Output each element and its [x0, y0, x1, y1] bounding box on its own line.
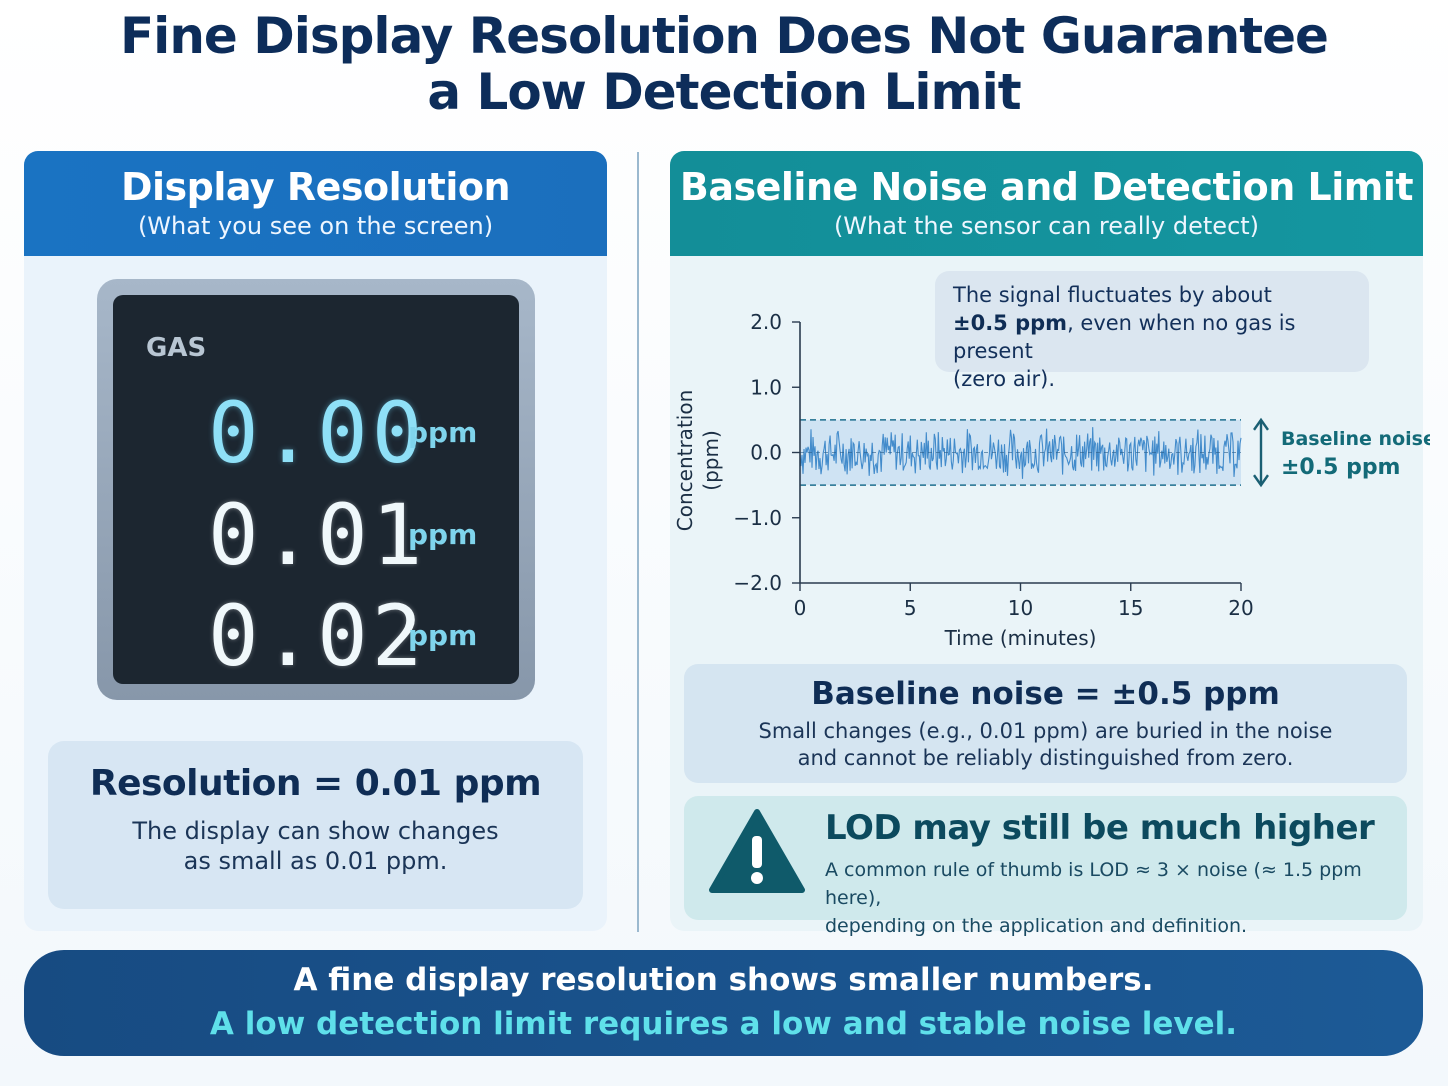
callout-line-2: ±0.5 ppm, even when no gas is present [953, 309, 1351, 365]
reading-value: 0.01 [208, 486, 427, 584]
lod-heading: LOD may still be much higher [825, 808, 1375, 848]
y-tick-label: 2.0 [750, 310, 782, 334]
warning-icon [709, 809, 805, 893]
callout-bold: ±0.5 ppm [953, 311, 1068, 335]
y-tick-label: 0.0 [750, 441, 782, 465]
noise-annotation-line-2: ±0.5 ppm [1281, 455, 1401, 480]
noise-heading: Baseline noise = ±0.5 ppm [811, 676, 1280, 712]
y-tick-label: −2.0 [733, 571, 782, 595]
x-tick-label: 0 [794, 596, 807, 620]
callout-line-3: (zero air). [953, 367, 1056, 391]
reading-unit: ppm [408, 416, 478, 449]
noise-arrow-head-down [1253, 474, 1269, 488]
noise-text: Small changes (e.g., 0.01 ppm) are burie… [684, 718, 1407, 772]
panel-divider [637, 152, 639, 932]
page-title: Fine Display Resolution Does Not Guarant… [0, 8, 1448, 120]
reading-row: 0.01 ppm [113, 490, 519, 580]
reading-row: 0.00 ppm [113, 388, 519, 478]
reading-unit: ppm [408, 518, 478, 551]
baseline-noise-header: Baseline Noise and Detection Limit (What… [670, 151, 1423, 256]
panel-subheading: (What the sensor can really detect) [833, 212, 1260, 240]
y-tick-label: −1.0 [733, 506, 782, 530]
lod-warning-box: LOD may still be much higher A common ru… [684, 796, 1407, 937]
resolution-text: The display can show changes as small as… [48, 816, 583, 876]
lod-text: A common rule of thumb is LOD ≈ 3 × nois… [825, 856, 1395, 940]
title-line-2: a Low Detection Limit [427, 63, 1021, 121]
noise-series-line [799, 427, 1242, 479]
reading-value: 0.02 [208, 587, 427, 685]
resolution-heading: Resolution = 0.01 ppm [89, 763, 542, 804]
panel-subheading: (What you see on the screen) [137, 212, 494, 240]
footer-line-2: A low detection limit requires a low and… [209, 1006, 1238, 1042]
resolution-summary-box: Resolution = 0.01 ppm The display can sh… [48, 741, 583, 909]
gas-meter-device: GAS 0.00 ppm 0.01 ppm 0.02 ppm [97, 279, 535, 700]
gas-label: GAS [146, 333, 207, 363]
gas-meter-screen: GAS 0.00 ppm 0.01 ppm 0.02 ppm [113, 295, 519, 684]
lod-text-line-2: depending on the application and definit… [825, 915, 1248, 937]
noise-annotation-line-1: Baseline noise [1281, 428, 1430, 450]
footer-line-1: A fine display resolution shows smaller … [293, 962, 1154, 998]
y-axis-label: Concentration (ppm) [673, 390, 723, 531]
panel-heading: Baseline Noise and Detection Limit [679, 165, 1414, 209]
baseline-noise-chart: 2.0 1.0 0.0 −1.0 −2.0 0 5 10 15 20 Time (minutes) C… [673, 310, 1430, 650]
x-axis-label: Time (minutes) [944, 626, 1097, 650]
signal-fluctuation-callout: The signal fluctuates by about ±0.5 ppm,… [935, 271, 1369, 391]
callout-line-1: The signal fluctuates by about [953, 283, 1272, 307]
noise-text-line-1: Small changes (e.g., 0.01 ppm) are burie… [758, 719, 1333, 743]
display-resolution-header: Display Resolution (What you see on the … [24, 151, 607, 256]
noise-summary-box: Baseline noise = ±0.5 ppm Small changes … [684, 664, 1407, 783]
panel-heading: Display Resolution [120, 165, 511, 209]
reading-row: 0.02 ppm [113, 591, 519, 681]
reading-unit: ppm [408, 619, 478, 652]
title-line-1: Fine Display Resolution Does Not Guarant… [120, 7, 1329, 65]
noise-text-line-2: and cannot be reliably distinguished fro… [797, 746, 1294, 770]
resolution-text-line-1: The display can show changes [132, 817, 499, 845]
footer-banner: A fine display resolution shows smaller … [24, 950, 1423, 1056]
callout-line-2-rest: , even when no gas is present [953, 311, 1296, 363]
x-tick-label: 5 [904, 596, 917, 620]
x-tick-label: 15 [1118, 596, 1143, 620]
lod-text-line-1: A common rule of thumb is LOD ≈ 3 × nois… [825, 859, 1362, 909]
y-tick-label: 1.0 [750, 375, 782, 399]
resolution-text-line-2: as small as 0.01 ppm. [183, 847, 448, 875]
noise-arrow-head-up [1253, 417, 1269, 431]
x-tick-label: 10 [1008, 596, 1033, 620]
reading-value: 0.00 [208, 384, 427, 482]
x-tick-label: 20 [1228, 596, 1253, 620]
